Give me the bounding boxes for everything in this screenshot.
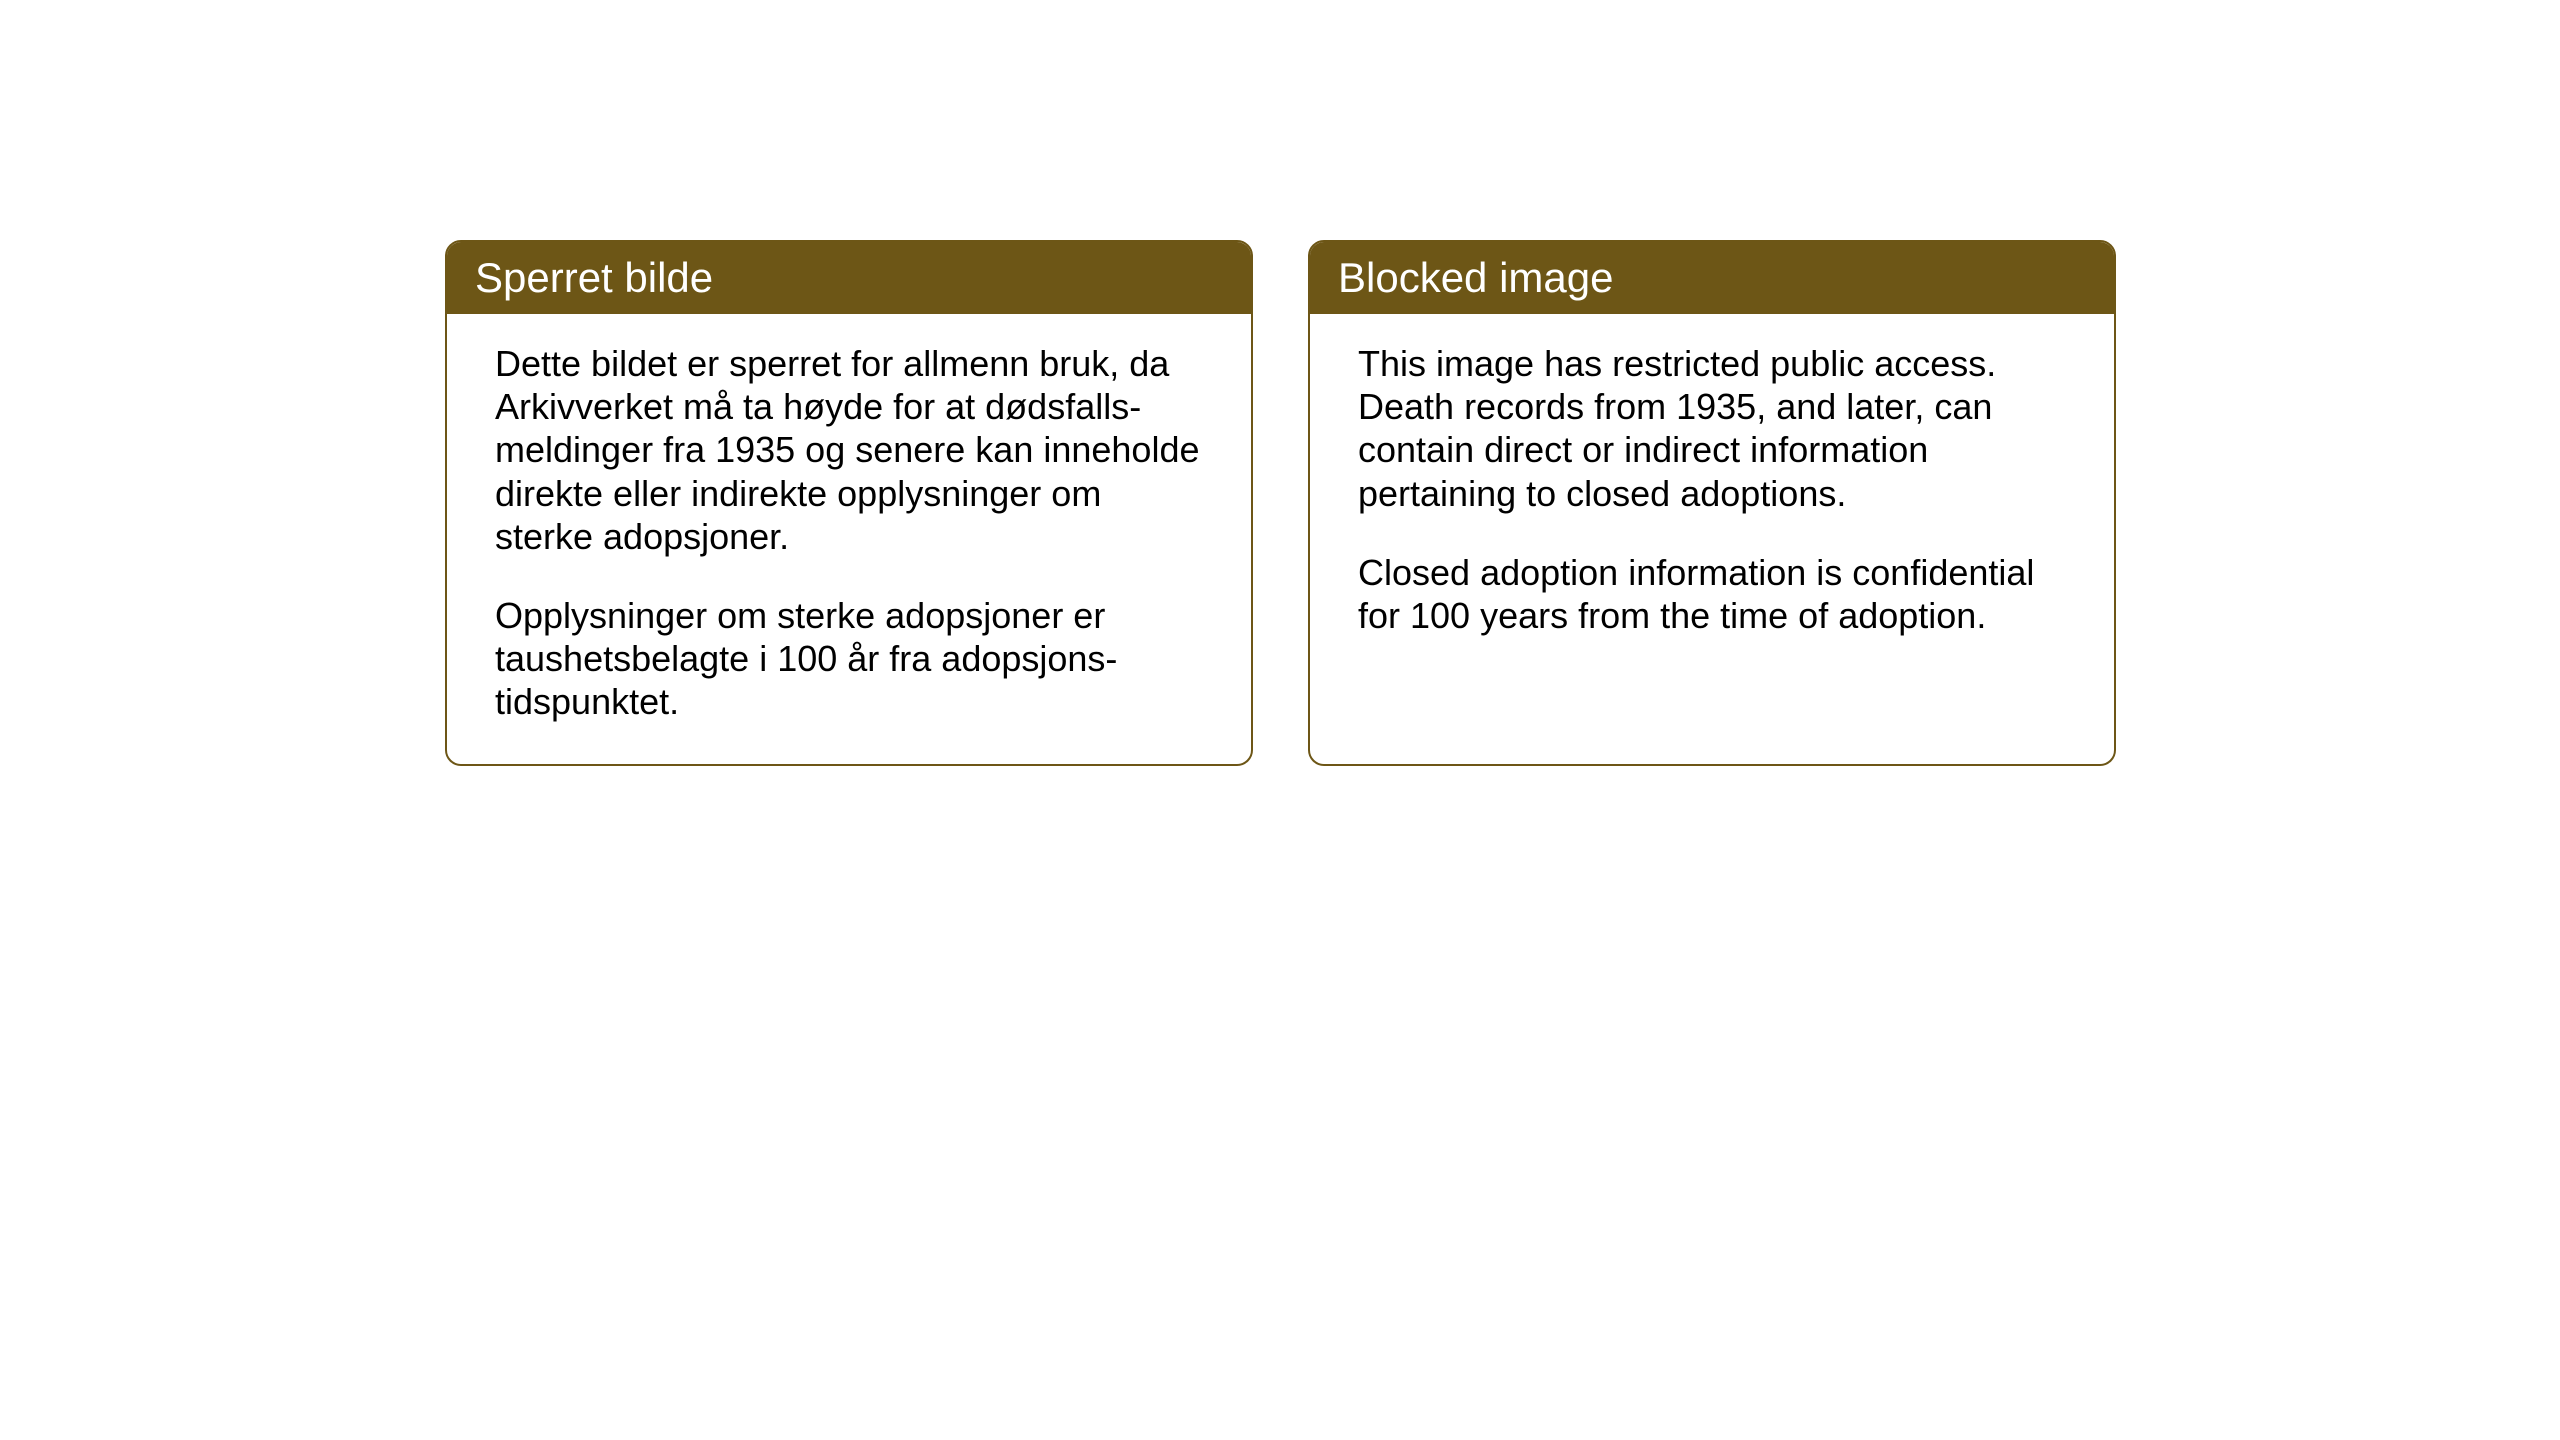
- paragraph-text: Closed adoption information is confident…: [1358, 551, 2066, 637]
- card-body-norwegian: Dette bildet er sperret for allmenn bruk…: [447, 314, 1251, 764]
- paragraph-text: This image has restricted public access.…: [1358, 342, 2066, 515]
- notice-card-english: Blocked image This image has restricted …: [1308, 240, 2116, 766]
- card-title-english: Blocked image: [1338, 254, 1613, 301]
- notice-container: Sperret bilde Dette bildet er sperret fo…: [445, 240, 2116, 766]
- card-title-norwegian: Sperret bilde: [475, 254, 713, 301]
- card-body-english: This image has restricted public access.…: [1310, 314, 2114, 677]
- paragraph-text: Opplysninger om sterke adopsjoner er tau…: [495, 594, 1203, 724]
- card-header-english: Blocked image: [1310, 242, 2114, 314]
- notice-card-norwegian: Sperret bilde Dette bildet er sperret fo…: [445, 240, 1253, 766]
- card-header-norwegian: Sperret bilde: [447, 242, 1251, 314]
- paragraph-text: Dette bildet er sperret for allmenn bruk…: [495, 342, 1203, 558]
